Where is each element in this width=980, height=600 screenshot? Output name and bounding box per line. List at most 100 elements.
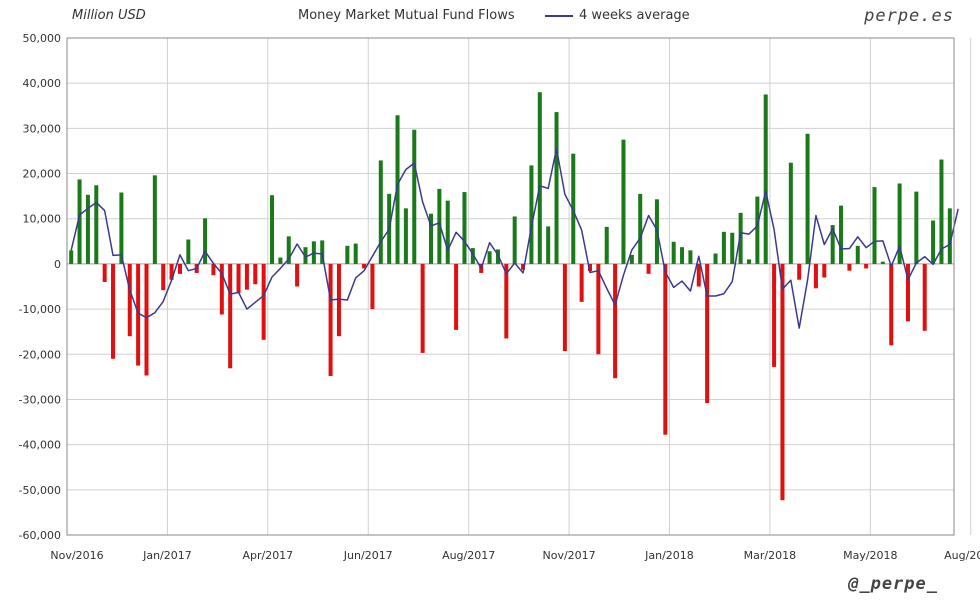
flow-bar bbox=[671, 241, 676, 264]
flow-bar bbox=[437, 188, 442, 264]
flow-bar bbox=[755, 196, 760, 264]
x-tick-label: May/2018 bbox=[843, 549, 897, 562]
flow-bar bbox=[328, 263, 333, 376]
flow-bar bbox=[855, 245, 860, 264]
flow-bar bbox=[638, 193, 643, 264]
flow-bar bbox=[253, 263, 258, 285]
x-tick-label: Aug/2018 bbox=[944, 549, 980, 562]
flow-bar bbox=[111, 263, 116, 359]
flow-bar bbox=[228, 263, 233, 369]
flow-bar bbox=[629, 254, 634, 264]
flow-bar bbox=[897, 183, 902, 264]
flow-bar bbox=[412, 129, 417, 264]
flow-bar bbox=[370, 263, 375, 310]
flow-bar bbox=[554, 112, 559, 264]
flow-bar bbox=[454, 263, 459, 330]
y-tick-label: 30,000 bbox=[23, 122, 62, 135]
flow-bar bbox=[270, 195, 275, 264]
flow-bar bbox=[822, 263, 827, 278]
flow-bar bbox=[102, 263, 107, 282]
flow-bar bbox=[596, 263, 601, 355]
x-axis-labels: Nov/2016 Jan/2017 Apr/2017 Jun/2017 Aug/2017… bbox=[50, 549, 980, 562]
gridlines bbox=[66, 37, 972, 536]
y-tick-label: -30,000 bbox=[19, 393, 61, 406]
flow-bar bbox=[621, 139, 626, 264]
flow-bars bbox=[69, 92, 952, 501]
x-tick-label: Mar/2018 bbox=[744, 549, 796, 562]
flow-bar bbox=[521, 263, 526, 270]
flow-bar bbox=[587, 263, 593, 272]
flow-bar bbox=[420, 263, 425, 353]
y-tick-label: -10,000 bbox=[19, 303, 61, 316]
flow-bar bbox=[186, 239, 191, 264]
flow-bar bbox=[94, 185, 99, 264]
flow-bar bbox=[378, 160, 383, 264]
flow-bar bbox=[571, 153, 576, 264]
flow-bar bbox=[680, 247, 685, 264]
flow-bar bbox=[562, 263, 567, 352]
y-tick-label: 0 bbox=[54, 258, 61, 271]
chart-title: Money Market Mutual Fund Flows bbox=[298, 8, 515, 23]
flow-bar bbox=[847, 263, 852, 271]
flow-bar bbox=[119, 192, 124, 264]
flow-bar bbox=[487, 251, 492, 264]
flow-bar bbox=[646, 263, 651, 274]
flow-bar bbox=[880, 261, 885, 264]
x-tick-label: Jan/2017 bbox=[142, 549, 192, 562]
flow-bar bbox=[445, 200, 450, 264]
average-line bbox=[70, 147, 959, 329]
flow-bar bbox=[462, 192, 467, 264]
flow-bar bbox=[512, 216, 517, 264]
y-tick-label: -60,000 bbox=[19, 529, 61, 542]
legend: 4 weeks average bbox=[545, 8, 690, 23]
plot-frame bbox=[66, 37, 955, 536]
flow-bar bbox=[261, 263, 266, 340]
flow-bar bbox=[144, 263, 149, 376]
flow-bar bbox=[872, 187, 877, 264]
flow-bar bbox=[839, 205, 844, 264]
legend-label-average: 4 weeks average bbox=[579, 8, 690, 23]
y-tick-label: -40,000 bbox=[19, 439, 61, 452]
flow-bar bbox=[152, 175, 157, 264]
flow-bar bbox=[947, 208, 952, 264]
flow-bar bbox=[922, 263, 927, 331]
y-tick-label: -50,000 bbox=[19, 484, 61, 497]
flow-bar bbox=[169, 263, 174, 280]
flow-bar bbox=[914, 191, 919, 264]
unit-label: Million USD bbox=[72, 8, 146, 23]
flow-bar bbox=[604, 226, 609, 264]
flow-bar bbox=[864, 263, 869, 269]
flow-bar bbox=[504, 263, 509, 339]
flow-bar bbox=[805, 133, 810, 264]
flow-bar bbox=[278, 257, 283, 264]
x-tick-label: Jan/2018 bbox=[644, 549, 694, 562]
x-tick-label: Jun/2017 bbox=[343, 549, 393, 562]
flow-bar bbox=[77, 179, 82, 264]
flow-bar bbox=[663, 263, 668, 435]
flow-bar bbox=[905, 263, 910, 322]
flow-bar bbox=[161, 263, 166, 291]
flow-bar bbox=[211, 263, 216, 276]
y-axis-labels: 50,000 40,000 30,000 20,000 10,000 0 -10,000 -2… bbox=[19, 32, 61, 542]
flow-bar bbox=[688, 250, 693, 264]
flow-bar bbox=[203, 218, 208, 264]
flow-bar bbox=[362, 263, 367, 269]
flow-bar bbox=[746, 259, 751, 264]
flow-bar bbox=[69, 250, 74, 264]
y-tick-label: 10,000 bbox=[23, 213, 62, 226]
brand-watermark-bottom: @_perpe_ bbox=[848, 574, 938, 594]
flow-bar bbox=[546, 226, 551, 264]
flow-bar bbox=[336, 263, 341, 337]
flow-bar bbox=[136, 263, 141, 366]
flow-bar bbox=[713, 253, 718, 264]
flow-bar bbox=[303, 247, 308, 264]
flow-bar bbox=[127, 263, 132, 337]
flow-bar bbox=[696, 263, 701, 287]
legend-line-swatch bbox=[545, 14, 573, 17]
flow-bar bbox=[931, 220, 936, 264]
flow-bar bbox=[286, 236, 291, 264]
x-tick-label: Apr/2017 bbox=[242, 549, 293, 562]
flow-bar bbox=[889, 263, 894, 346]
flow-bar bbox=[470, 248, 475, 264]
